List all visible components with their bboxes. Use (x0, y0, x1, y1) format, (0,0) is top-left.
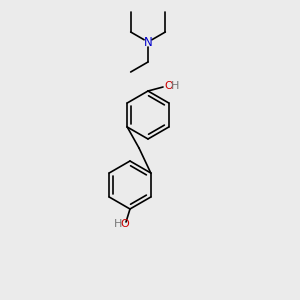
Text: H: H (171, 81, 179, 91)
Text: N: N (144, 35, 152, 49)
Text: H: H (114, 219, 122, 229)
Text: O: O (120, 219, 129, 229)
Text: O: O (164, 81, 173, 91)
